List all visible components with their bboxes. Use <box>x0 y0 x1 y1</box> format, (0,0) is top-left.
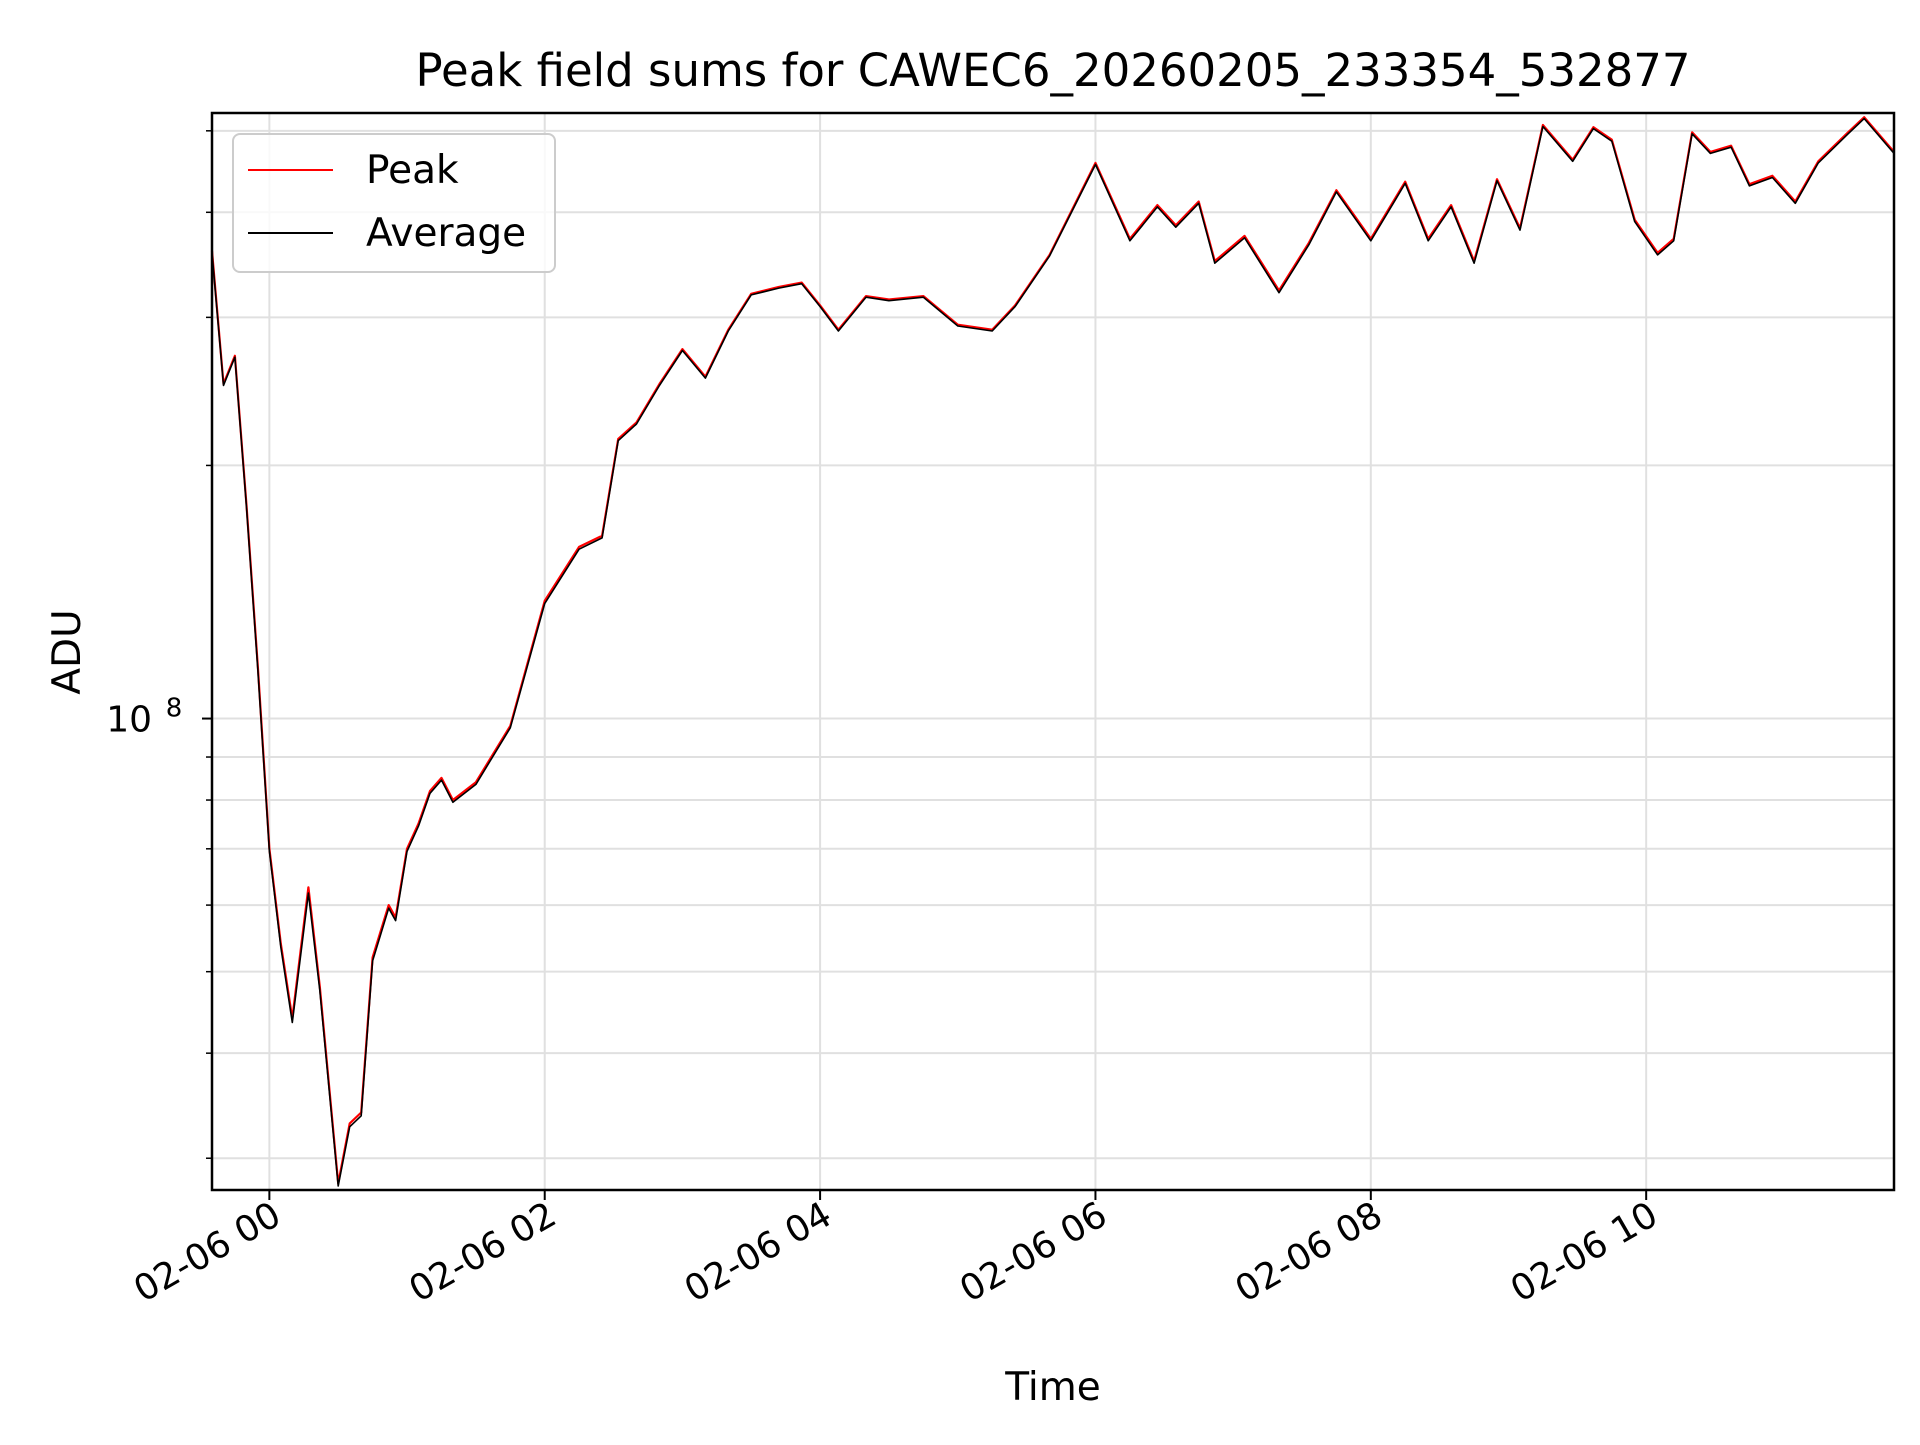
y-axis-label: ADU <box>45 609 90 694</box>
series-line-average <box>211 117 1895 1187</box>
chart-title: Peak field sums for CAWEC6_20260205_2333… <box>415 44 1690 97</box>
legend-label-average: Average <box>366 211 526 256</box>
series-layer <box>210 116 1895 1187</box>
plot-frame <box>210 111 1896 1192</box>
legend: Peak Average <box>232 133 556 273</box>
y-tick-exponent: 8 <box>166 694 183 724</box>
grid-layer <box>212 113 1894 1190</box>
legend-label-peak: Peak <box>366 148 459 193</box>
legend-box <box>232 133 556 273</box>
x-axis-label: Time <box>1004 1365 1100 1410</box>
